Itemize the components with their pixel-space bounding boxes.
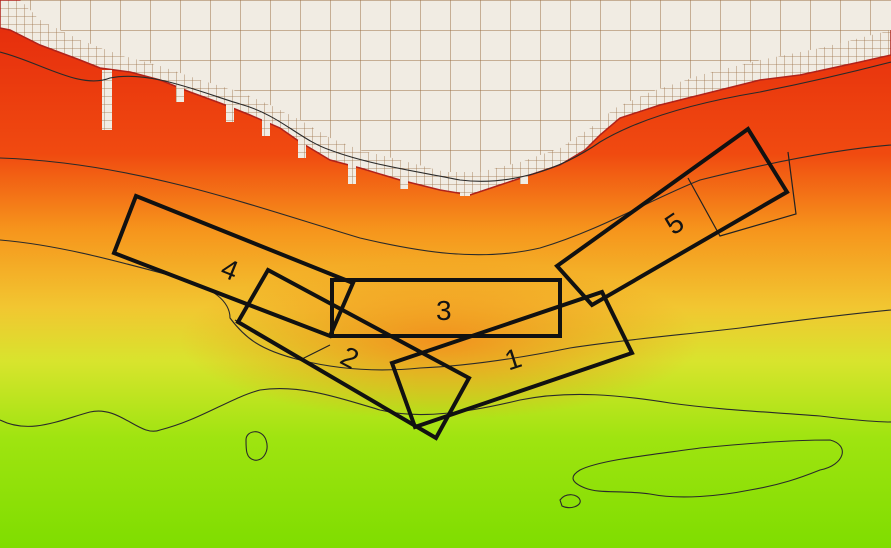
- panel-1-outline: [389, 289, 635, 430]
- land-mesh-coarse: [20, 0, 891, 172]
- depth-hotspot: [180, 260, 700, 420]
- panel-5-outline: [554, 126, 790, 308]
- panel-outlines: [111, 126, 790, 441]
- panel-3-outline: [330, 278, 562, 338]
- mesh-spikes: [102, 70, 528, 196]
- panel-4-outline: [111, 193, 356, 339]
- panel-3-label: 3: [436, 295, 452, 326]
